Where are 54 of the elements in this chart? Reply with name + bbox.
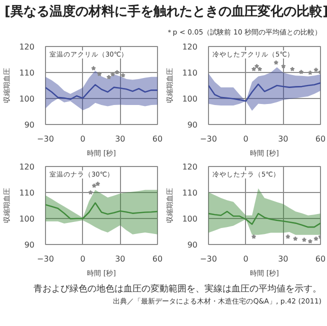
x-tick-label: 30 [278, 134, 288, 144]
point [120, 72, 126, 78]
y-tick-label: 90 [24, 120, 35, 130]
y-tick-label: 90 [24, 240, 35, 250]
point [96, 72, 102, 76]
y-tick-label: 100 [182, 214, 198, 224]
x-tick-label: 0 [80, 254, 86, 264]
point [95, 181, 100, 186]
x-tick-label: 60 [152, 134, 163, 144]
y-tick-label: 90 [187, 120, 198, 130]
x-tick-label: 0 [243, 254, 248, 264]
point [281, 64, 286, 68]
x-tick-label: 60 [152, 254, 163, 264]
x-tick-label: 30 [278, 254, 288, 264]
point [114, 70, 120, 74]
x-tick-label: 60 [315, 254, 326, 264]
point [298, 69, 304, 74]
y-tick-label: 120 [19, 42, 35, 52]
text: [異なる温度の材料に手を触れたときの血圧変化の比較] [4, 4, 327, 20]
y-tick-label: 120 [182, 162, 198, 172]
x-tick-label: 30 [115, 134, 126, 144]
y-tick-label: 90 [187, 240, 198, 250]
line-series [208, 82, 320, 102]
point [251, 66, 256, 72]
y-tick-label: 110 [182, 68, 198, 78]
x-tick-label: −30 [37, 254, 54, 264]
text: 青および緑色の地色は血圧の変動範囲を、実線は血圧の平均値を示す。 [34, 284, 322, 294]
y-tick-label: 110 [19, 188, 35, 198]
x-tick-label: 0 [243, 134, 248, 144]
y-tick-label: 120 [19, 162, 35, 172]
line-series [46, 202, 158, 220]
point [257, 66, 262, 72]
point [106, 74, 112, 80]
y-tick-label: 100 [182, 94, 198, 104]
point [314, 67, 318, 72]
x-tick-label: −30 [200, 134, 217, 144]
line-series [208, 210, 320, 228]
point [92, 183, 97, 188]
x-tick-label: −30 [200, 254, 217, 264]
point [308, 70, 313, 75]
point [254, 64, 260, 68]
y-tick-label: 100 [19, 94, 35, 104]
x-tick-label: 30 [115, 254, 126, 264]
point [290, 66, 295, 72]
y-tick-label: 110 [182, 188, 198, 198]
line-series [46, 84, 158, 100]
y-tick-label: 110 [19, 68, 35, 78]
x-tick-label: 60 [315, 134, 326, 144]
x-tick-label: 0 [80, 134, 86, 144]
point [91, 66, 96, 70]
x-tick-label: −30 [37, 134, 54, 144]
y-tick-label: 100 [19, 214, 35, 224]
point [274, 60, 278, 65]
y-tick-label: 120 [182, 42, 198, 52]
